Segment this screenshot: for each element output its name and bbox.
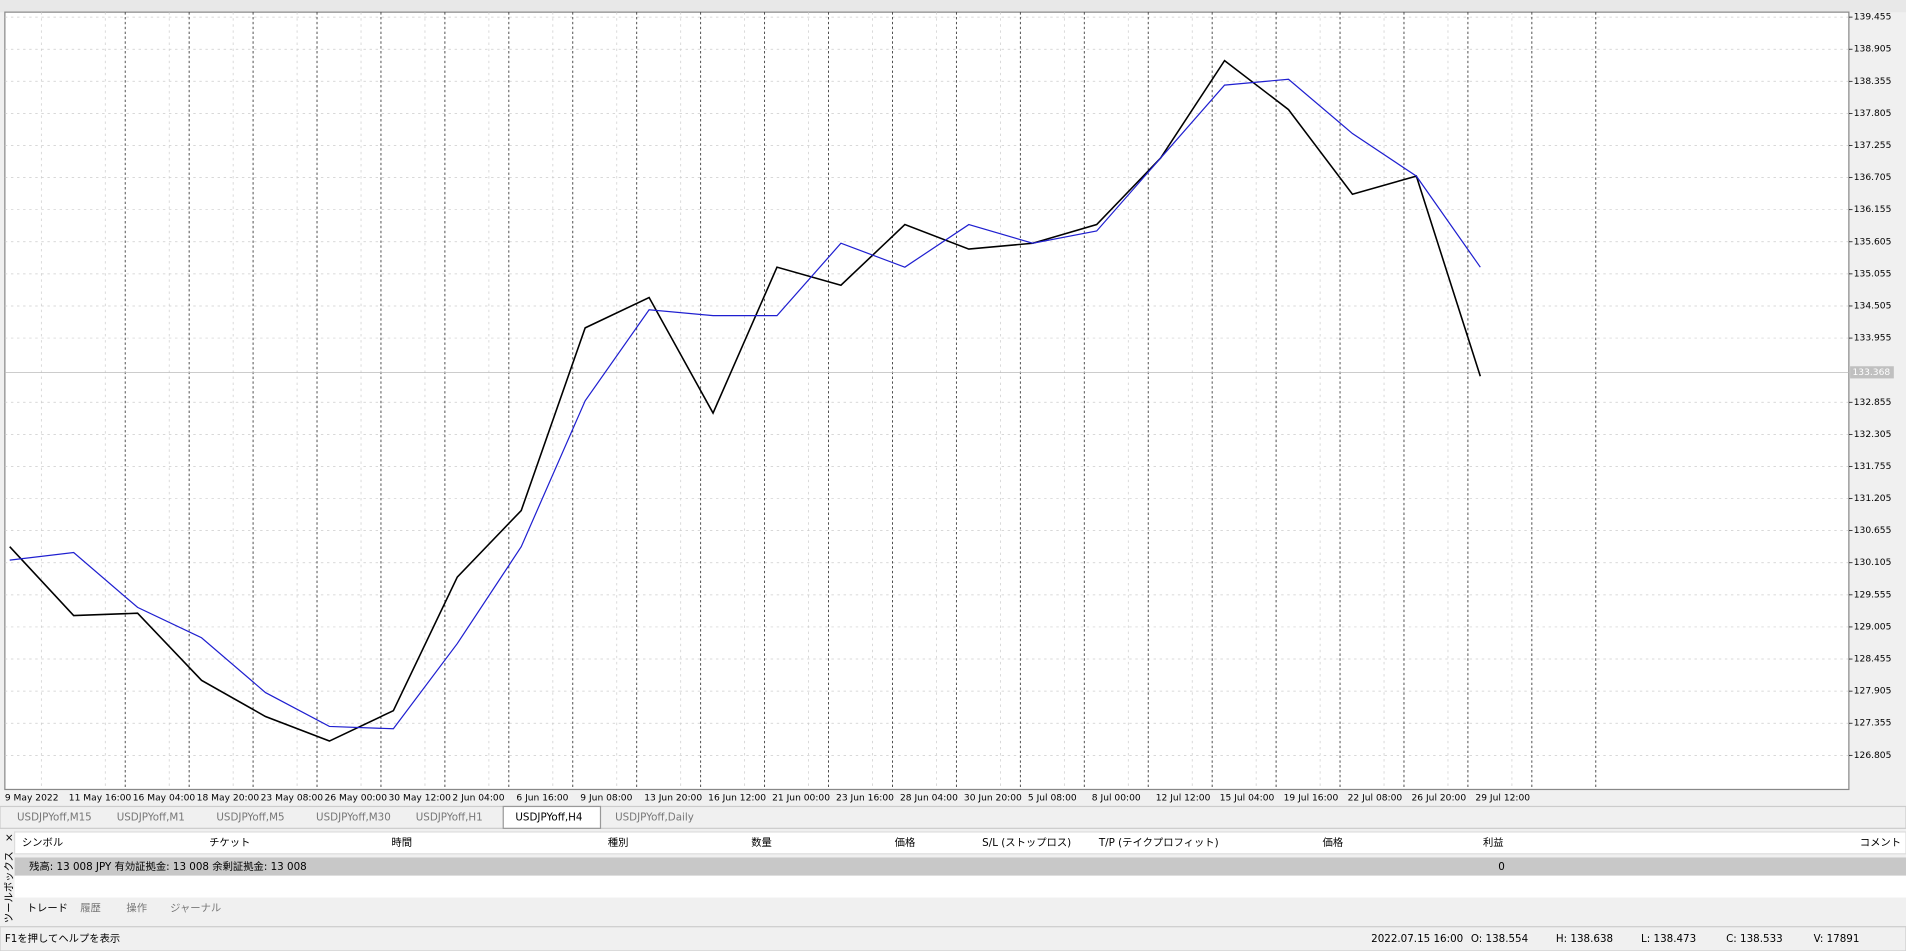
y-tick-label: 138.355 [1854,77,1892,87]
column-header[interactable]: 価格 [895,836,916,849]
balance: 残高: 13 008 JPY 有効証拠金: 13 008 余剰証拠金: 13 0… [29,860,307,873]
status-text: H: 138.638 [1556,933,1613,945]
chart-tab[interactable]: USDJPYoff,H1 [416,811,483,823]
toolbar [0,0,1906,13]
y-tick-label: 130.105 [1854,558,1892,568]
status-text: C: 138.533 [1726,933,1783,945]
y-tick-label: 131.755 [1854,462,1892,472]
y-tick-label: 129.005 [1854,622,1892,632]
price-line [9,59,1482,742]
y-tick-label: 136.705 [1854,173,1892,183]
table-body [14,875,1906,898]
y-tick-label: 132.855 [1854,398,1892,408]
y-tick-label: 138.905 [1854,45,1892,55]
x-tick-label: 16 May 04:00 [133,793,196,803]
tab-bar [0,805,1906,829]
y-tick-label: 136.155 [1854,205,1892,215]
toolbox-tab[interactable]: トレード [27,902,68,914]
x-tick-label: 30 Jun 20:00 [964,793,1022,803]
y-tick-label: 135.055 [1854,269,1892,279]
column-header[interactable]: 時間 [391,837,412,849]
y-tick-label: 129.555 [1854,590,1892,600]
y-tick-label: 131.205 [1854,494,1892,504]
x-tick-label: 5 Jul 08:00 [1028,793,1077,803]
x-tick-label: 23 May 08:00 [261,793,324,803]
chart-tab[interactable]: USDJPYoff,M5 [216,811,284,823]
x-tick-label: 9 May 2022 [5,793,59,803]
toolbox-tab[interactable]: ジャーナル [170,902,221,914]
moving-average [9,78,1481,730]
column-header[interactable]: シンボル [22,837,63,849]
status-text: F1を押してヘルプを表示 [5,932,120,945]
y-tick-label: 132.305 [1854,430,1892,440]
x-tick-label: 23 Jun 16:00 [836,793,894,803]
tab-active [502,805,602,829]
column-header[interactable]: 価格 [1323,836,1344,849]
chart-tab[interactable]: USDJPYoff,M1 [117,811,185,823]
current-price-label: 133.368 [1853,368,1891,378]
x-tick-label: 30 May 12:00 [388,793,451,803]
y-tick-label: 126.805 [1854,751,1892,761]
chart-area [4,11,1850,791]
balance-row [14,857,1906,876]
x-tick-label: 2 Jun 04:00 [452,793,504,803]
status-bar [0,926,1906,951]
column-header[interactable]: チケット [209,837,250,849]
column-header[interactable]: 利益 [1483,836,1504,849]
y-tick-label: 139.455 [1854,13,1892,23]
status-text: V: 17891 [1814,933,1860,945]
x-tick-label: 8 Jul 00:00 [1092,793,1141,803]
x-tick-label: 26 Jul 20:00 [1412,793,1467,803]
status-text: O: 138.554 [1471,933,1528,945]
x-tick-label: 26 May 00:00 [325,793,388,803]
x-tick-label: 22 Jul 08:00 [1348,793,1403,803]
status-text: L: 138.473 [1641,933,1696,945]
x-tick-label: 15 Jul 04:00 [1220,793,1275,803]
column-header[interactable]: 種別 [608,836,629,849]
y-tick-label: 134.505 [1854,301,1892,311]
chart-tab[interactable]: USDJPYoff,Daily [615,811,694,823]
x-tick-label: 29 Jul 12:00 [1475,793,1530,803]
y-tick-label: 137.805 [1854,109,1892,119]
x-tick-label: 16 Jun 12:00 [708,793,766,803]
toolbox-tab[interactable]: 履歴 [80,902,101,914]
profit: 0 [1498,861,1505,873]
status-text: 2022.07.15 16:00 [1371,933,1463,945]
toolbox-tab[interactable]: 操作 [126,901,147,914]
y-tick-label: 137.255 [1854,141,1892,151]
x-tick-label: 28 Jun 04:00 [900,793,958,803]
x-tick-label: 6 Jun 16:00 [516,793,568,803]
x-tick-label: 21 Jun 00:00 [772,793,830,803]
column-header[interactable]: T/P (テイクプロフィット) [1098,837,1219,849]
chart-tab[interactable]: USDJPYoff,H4 [515,811,582,823]
y-tick-label: 130.655 [1854,526,1892,536]
y-tick-label: 127.355 [1854,719,1892,729]
chart-tab[interactable]: USDJPYoff,M30 [316,811,391,823]
table-header [13,831,1906,855]
column-header[interactable]: コメント [1860,837,1901,849]
x-tick-label: 11 May 16:00 [69,793,132,803]
x-tick-label: 19 Jul 16:00 [1284,793,1339,803]
toolbox-label: ツールボックス [4,851,16,923]
chart-tab[interactable]: USDJPYoff,M15 [17,811,92,823]
y-tick-label: 135.605 [1854,237,1892,247]
y-tick-label: 128.455 [1854,655,1892,665]
x-tick-label: 9 Jun 08:00 [580,793,632,803]
current-price-box [1850,366,1894,379]
x-tick-label: 13 Jun 20:00 [644,793,702,803]
y-tick-label: 133.955 [1854,334,1892,344]
x-tick-label: 18 May 20:00 [197,793,260,803]
column-header[interactable]: S/L (ストップロス) [982,837,1071,849]
x-tick-label: 12 Jul 12:00 [1156,793,1211,803]
close-button[interactable]: × [5,832,14,844]
column-header[interactable]: 数量 [751,836,772,849]
y-tick-label: 127.905 [1854,687,1892,697]
